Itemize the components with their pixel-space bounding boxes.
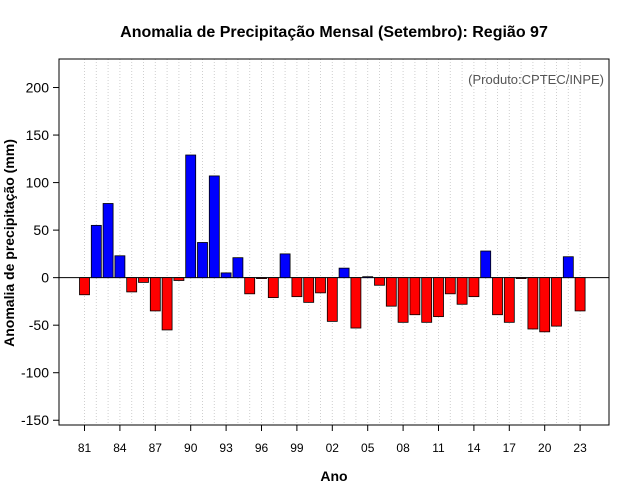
x-tick-label: 14 [467, 441, 481, 455]
bars-group [79, 154, 586, 333]
bar-1993 [220, 272, 232, 279]
bar-1982 [90, 224, 102, 279]
x-tick-label: 05 [361, 441, 375, 455]
bar-2007 [385, 277, 397, 307]
bar-2021 [551, 277, 562, 327]
y-tick-label: -150 [21, 412, 49, 428]
bar-1999 [291, 277, 303, 298]
bar-1995 [244, 277, 256, 295]
bar-2001 [315, 277, 326, 294]
bar-2003 [338, 267, 350, 279]
y-tick-label: -50 [29, 317, 49, 333]
bar-2015 [480, 250, 492, 279]
bar-2004 [350, 277, 362, 329]
x-tick-label: 23 [573, 441, 587, 455]
bar-1988 [161, 277, 173, 331]
x-tick-label: 87 [149, 441, 163, 455]
x-tick-label: 02 [326, 441, 340, 455]
bar-2002 [326, 277, 338, 322]
y-tick-label: 200 [26, 80, 50, 96]
x-tick-label: 81 [78, 441, 92, 455]
bar-2014 [468, 277, 480, 298]
bar-2010 [421, 277, 433, 323]
bar-2000 [303, 277, 315, 303]
bar-2019 [527, 277, 539, 330]
y-tick-label: 150 [26, 127, 50, 143]
bar-1996 [256, 277, 267, 280]
bar-2017 [503, 277, 515, 323]
vertical-gridlines [84, 59, 581, 425]
x-tick-label: 99 [290, 441, 304, 455]
bar-2006 [374, 277, 385, 286]
bar-2009 [409, 277, 421, 316]
y-tick-label: 50 [33, 222, 49, 238]
y-tick-label: 0 [41, 270, 49, 286]
bar-1986 [138, 277, 149, 283]
y-axis: -150 -100 -50 0 50 100 150 200 [21, 80, 59, 428]
bar-1985 [126, 277, 138, 293]
bar-2018 [515, 277, 527, 280]
x-axis: 81 84 87 90 93 96 99 02 05 08 11 14 17 20 23 [78, 425, 587, 455]
bar-1987 [149, 277, 161, 312]
chart-title: Anomalia de Precipitação Mensal (Setembr… [120, 24, 548, 41]
bar-2023 [574, 277, 586, 312]
x-tick-label: 90 [184, 441, 198, 455]
x-axis-title: Ano [320, 468, 347, 484]
bar-1989 [173, 277, 185, 281]
bar-1990 [185, 154, 197, 279]
bar-1997 [267, 277, 279, 299]
y-tick-label: 100 [26, 175, 50, 191]
bar-2005 [362, 276, 374, 279]
bar-1998 [279, 253, 291, 279]
bar-2022 [562, 256, 574, 279]
x-tick-label: 20 [538, 441, 552, 455]
bar-1994 [232, 257, 244, 279]
bar-1983 [102, 203, 114, 279]
y-tick-label: -100 [21, 365, 49, 381]
bar-1991 [197, 242, 208, 279]
plot-area-frame [58, 58, 610, 426]
bar-2008 [397, 277, 409, 323]
bar-2011 [433, 277, 444, 318]
bar-1981 [79, 277, 90, 296]
x-tick-label: 96 [255, 441, 269, 455]
x-tick-label: 93 [219, 441, 233, 455]
bar-2016 [492, 277, 503, 316]
x-tick-label: 08 [396, 441, 410, 455]
bar-1992 [208, 175, 220, 279]
x-tick-label: 84 [113, 441, 127, 455]
bar-1984 [114, 255, 126, 279]
x-tick-label: 11 [432, 441, 445, 455]
y-axis-title: Anomalia de precipitação (mm) [1, 139, 17, 347]
bar-2012 [444, 277, 456, 295]
x-tick-label: 17 [503, 441, 517, 455]
bar-2020 [539, 277, 551, 333]
credit-label: (Produto:CPTEC/INPE) [468, 72, 604, 87]
bar-2013 [456, 277, 468, 305]
